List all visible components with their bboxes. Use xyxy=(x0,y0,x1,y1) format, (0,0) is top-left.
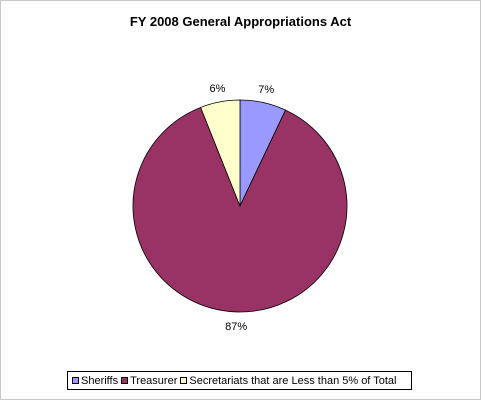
pct-label-treasurer: 87% xyxy=(225,321,247,333)
legend-label-treasurer: Treasurer xyxy=(130,374,178,387)
legend-item-treasurer: Treasurer xyxy=(121,375,177,387)
legend-item-secretariats: Secretariats that are Less than 5% of To… xyxy=(180,375,396,387)
pct-label-sheriffs: 7% xyxy=(258,84,274,96)
legend-label-sheriffs: Sheriffs xyxy=(81,374,119,387)
chart-legend: Sheriffs Treasurer Secretariats that are… xyxy=(67,371,412,390)
legend-swatch-secretariats xyxy=(180,377,188,384)
legend-label-secretariats: Secretariats that are Less than 5% of To… xyxy=(189,374,397,387)
legend-swatch-treasurer xyxy=(121,377,129,384)
pie-slice-treasurer xyxy=(132,106,348,313)
legend-item-sheriffs: Sheriffs xyxy=(72,375,118,387)
pct-label-secretariats: 6% xyxy=(210,83,226,95)
legend-swatch-sheriffs xyxy=(72,377,79,384)
chart-title: FY 2008 General Appropriations Act xyxy=(129,14,352,29)
pie-slice-secretariats xyxy=(200,99,241,207)
